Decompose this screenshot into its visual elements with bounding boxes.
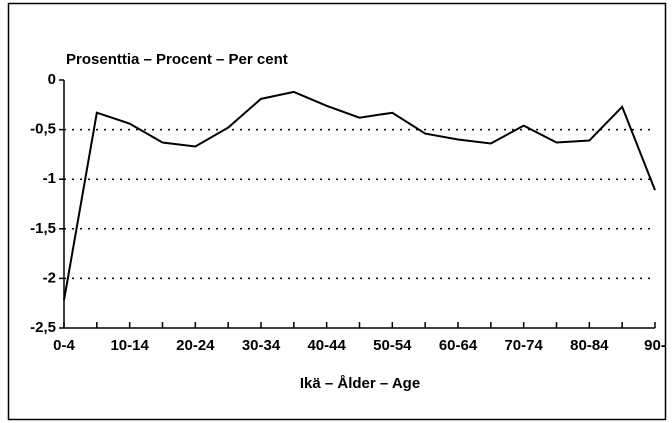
x-tick-label: 30-34	[242, 337, 281, 354]
y-tick-label: -0,5	[30, 121, 56, 138]
x-tick-label: 80-84	[570, 337, 609, 354]
y-tick-label: -2,5	[30, 319, 56, 336]
x-tick-label: 90-	[644, 337, 666, 354]
x-tick-label: 0-4	[53, 337, 75, 354]
x-tick-label: 50-54	[373, 337, 412, 354]
frame	[7, 2, 667, 421]
y-tick-label: 0	[48, 71, 56, 88]
y-tick-label: -1,5	[30, 220, 56, 237]
y-tick-label: -2	[43, 269, 56, 286]
x-tick-label: 10-14	[110, 337, 149, 354]
y-tick-label: -1	[43, 170, 56, 187]
y-axis-label: Prosenttia – Procent – Per cent	[66, 51, 288, 68]
x-tick-label: 60-64	[439, 337, 478, 354]
x-tick-label: 20-24	[176, 337, 215, 354]
line	[63, 90, 656, 301]
x-tick-label: 40-44	[307, 337, 346, 354]
x-tick-label: 70-74	[504, 337, 543, 354]
x-axis-label: Ikä – Ålder – Age	[300, 375, 420, 392]
